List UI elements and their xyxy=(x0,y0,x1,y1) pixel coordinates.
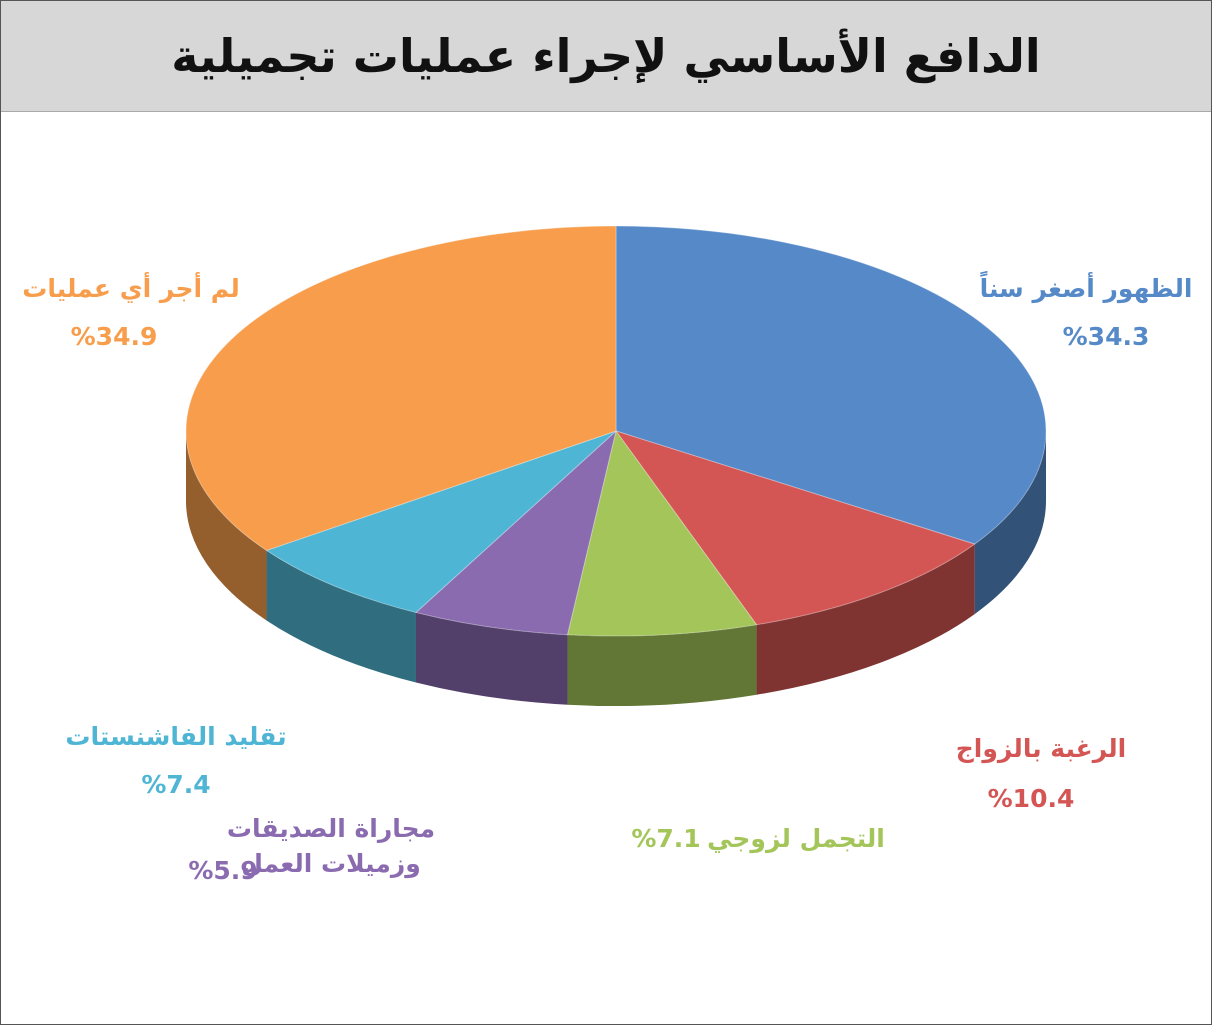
slice-side xyxy=(567,624,757,706)
slice xyxy=(414,429,617,636)
slice xyxy=(185,225,617,552)
value-label: %7.4 xyxy=(141,770,211,799)
slice xyxy=(566,429,758,637)
value-label: %34.3 xyxy=(1062,322,1150,351)
chart-title: الدافع الأساسي لإجراء عمليات تجميلية xyxy=(171,29,1041,83)
slice-side xyxy=(186,431,267,621)
category-label: لم أجر أي عمليات xyxy=(22,274,240,303)
value-label: %10.4 xyxy=(987,784,1075,813)
value-label: %34.9 xyxy=(70,322,158,351)
category-label: تقليد الفاشنستات xyxy=(65,722,287,751)
title-bar: الدافع الأساسي لإجراء عمليات تجميلية xyxy=(1,1,1211,112)
slice-side xyxy=(266,550,416,683)
slice-side xyxy=(415,612,568,705)
category-label: الرغبة بالزواج xyxy=(955,734,1127,763)
category-label: التجمل لزوجي xyxy=(707,824,885,853)
slice-side xyxy=(756,544,975,695)
slice-side xyxy=(974,431,1046,615)
value-label: %5.9 xyxy=(188,856,258,885)
slice xyxy=(615,225,1047,545)
slice xyxy=(265,430,617,614)
slice xyxy=(614,430,976,626)
category-label: الظهور أصغر سناً xyxy=(979,274,1193,303)
category-label: مجاراة الصديقات وزميلات العمل xyxy=(226,814,436,878)
value-label: %7.1 xyxy=(631,824,701,853)
